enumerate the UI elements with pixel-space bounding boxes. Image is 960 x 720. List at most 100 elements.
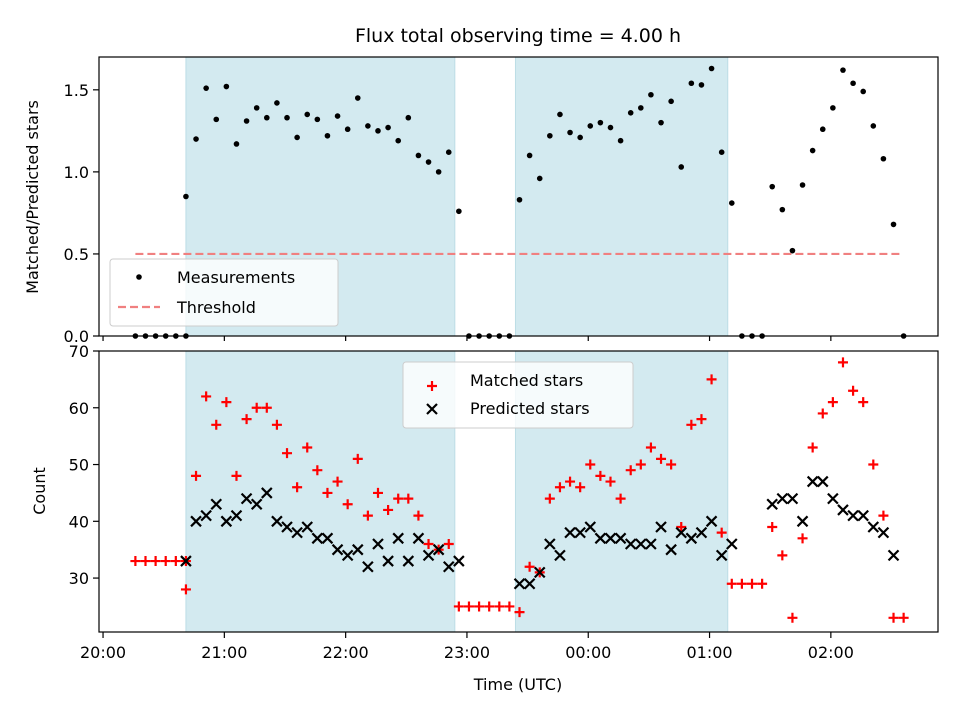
top-legend: Measurements Threshold <box>109 258 339 327</box>
matched-star-point <box>736 578 747 589</box>
matched-star-point <box>352 453 363 464</box>
predicted-star-point <box>432 543 445 556</box>
measurement-point <box>193 136 199 142</box>
matched-star-point <box>777 550 788 561</box>
predicted-star-point <box>402 555 415 567</box>
legend-matched-marker <box>427 381 437 391</box>
measurement-point <box>456 208 462 215</box>
measurement-point <box>354 95 361 101</box>
top-legend-box <box>109 258 339 327</box>
matched-star-point <box>140 556 151 567</box>
bottom-x-tick-label: 21:00 <box>201 643 247 662</box>
matched-star-point <box>180 584 191 595</box>
measurement-point <box>516 196 523 203</box>
legend-predicted-label: Predicted stars <box>470 399 590 418</box>
top-chart-title: Flux total observing time = 4.00 h <box>355 25 681 47</box>
matched-star-point <box>514 607 525 618</box>
measurement-point <box>880 155 887 162</box>
top-x-axis-ticks <box>102 336 832 341</box>
measurement-point <box>405 114 412 121</box>
predicted-star-point <box>230 509 243 522</box>
predicted-star-point <box>321 532 334 545</box>
matched-star-point <box>656 453 667 464</box>
count-points <box>130 357 909 623</box>
measurement-point <box>607 124 614 131</box>
bottom-y-axis-label: Count <box>30 467 49 515</box>
bottom-y-axis-ticks: 30 40 50 60 70 <box>69 342 99 588</box>
measurement-point <box>536 175 543 182</box>
matched-star-point <box>706 374 717 385</box>
predicted-star-point <box>200 509 212 522</box>
measurement-point <box>284 114 290 121</box>
measurement-point <box>324 132 331 139</box>
matched-star-point <box>231 470 242 481</box>
legend-threshold-label: Threshold <box>176 298 256 317</box>
matched-star-point <box>484 601 495 612</box>
predicted-star-point <box>453 555 465 567</box>
measurement-point <box>445 149 452 155</box>
top-panel: 0.0 0.5 1.0 1.5 Matched/Predicted stars Mea… <box>23 56 939 346</box>
predicted-star-point <box>726 538 738 550</box>
measurement-point <box>799 182 806 188</box>
predicted-star-point <box>544 538 556 550</box>
predicted-star-point <box>816 475 829 488</box>
bottom-legend-box <box>402 361 634 429</box>
predicted-star-point <box>766 498 778 511</box>
measurement-point <box>718 149 725 155</box>
bottom-x-tick-label: 22:00 <box>323 643 369 662</box>
matched-star-point <box>282 448 293 459</box>
matched-star-point <box>645 442 656 453</box>
predicted-star-point <box>190 515 202 528</box>
legend-predicted-marker <box>426 403 438 415</box>
matched-star-point <box>787 612 798 623</box>
predicted-star-point <box>250 498 263 511</box>
measurement-point <box>415 152 422 159</box>
matched-star-point <box>271 419 282 430</box>
predicted-star-point <box>372 538 384 550</box>
measurement-point <box>567 129 573 136</box>
legend-measurements-label: Measurements <box>177 268 295 287</box>
matched-star-point <box>332 476 343 487</box>
measurement-point <box>617 137 624 144</box>
top-plot-frame <box>98 56 939 337</box>
matched-star-point <box>565 476 576 487</box>
matched-star-point <box>595 470 606 481</box>
top-y-tick-label: 1.5 <box>64 81 89 100</box>
measurement-point <box>789 247 796 254</box>
matched-star-point <box>403 493 414 504</box>
predicted-star-point <box>412 532 425 545</box>
measurement-point <box>213 116 220 123</box>
measurement-point <box>587 123 594 129</box>
predicted-star-point <box>614 532 627 545</box>
matched-star-point <box>747 578 758 589</box>
measurement-point <box>365 123 371 129</box>
matched-star-point <box>504 601 515 612</box>
top-y-axis-ticks: 0.0 0.5 1.0 1.5 <box>64 81 99 346</box>
measurement-point <box>779 206 786 213</box>
predicted-star-point <box>584 521 597 533</box>
matched-star-point <box>666 459 677 470</box>
bottom-x-tick-label: 02:00 <box>808 643 854 662</box>
measurement-point <box>314 116 321 123</box>
measurement-point <box>870 123 877 129</box>
bottom-y-tick-label: 30 <box>69 569 89 588</box>
bottom-x-tick-label: 20:00 <box>80 643 126 662</box>
predicted-star-point <box>301 521 314 533</box>
measurement-point <box>809 147 816 154</box>
predicted-star-point <box>291 526 303 539</box>
predicted-star-point <box>564 526 576 539</box>
measurement-point <box>840 67 846 73</box>
measurement-point <box>708 65 715 72</box>
legend-matched-label: Matched stars <box>470 371 583 390</box>
measurement-point <box>375 128 381 134</box>
predicted-star-point <box>180 555 192 567</box>
measurement-point <box>304 111 311 118</box>
measurement-point <box>668 98 674 105</box>
bottom-y-tick-label: 40 <box>69 512 89 531</box>
measurement-point <box>183 193 189 200</box>
measurement-point <box>769 183 776 190</box>
measurement-point <box>557 111 563 118</box>
predicted-star-point <box>341 549 354 562</box>
measurement-point <box>648 91 654 98</box>
measurement-point <box>526 152 533 159</box>
